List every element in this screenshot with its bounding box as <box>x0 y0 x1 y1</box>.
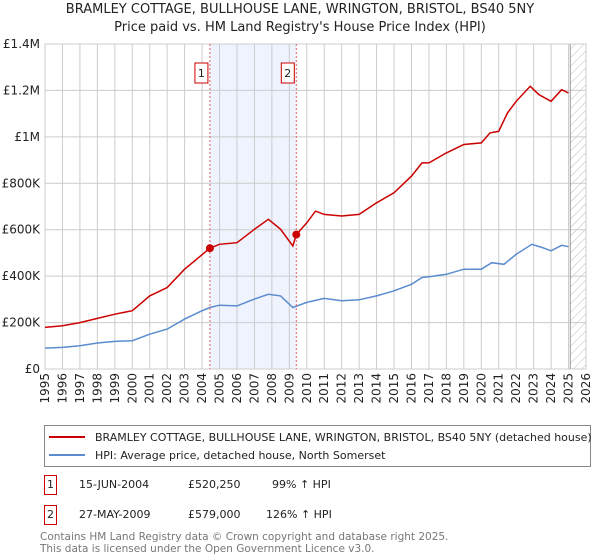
legend-label-hpi: HPI: Average price, detached house, Nort… <box>95 448 386 462</box>
legend-label-property: BRAMLEY COTTAGE, BULLHOUSE LANE, WRINGTO… <box>95 430 592 444</box>
legend-item-property: BRAMLEY COTTAGE, BULLHOUSE LANE, WRINGTO… <box>45 429 592 445</box>
footer-licence: This data is licensed under the Open Gov… <box>40 543 375 555</box>
y-tick-label: £800K <box>2 176 42 190</box>
y-tick-label: £1M <box>14 130 40 144</box>
x-tick-label: 2016 <box>404 373 418 404</box>
transaction-price: £520,250 <box>188 478 241 491</box>
x-tick-label: 1995 <box>38 373 52 404</box>
y-tick-label: £0 <box>25 362 40 376</box>
y-tick-label: £1.4M <box>3 37 40 51</box>
transaction-price: £579,000 <box>188 508 241 521</box>
x-tick-label: 2023 <box>527 373 541 404</box>
x-tick-label: 2017 <box>422 373 436 404</box>
x-tick-label: 2005 <box>213 373 227 404</box>
x-tick-label: 2021 <box>492 373 506 404</box>
x-tick-label: 1999 <box>108 373 122 404</box>
x-tick-label: 2019 <box>457 373 471 404</box>
x-tick-label: 2018 <box>439 373 453 404</box>
legend-item-hpi: HPI: Average price, detached house, Nort… <box>45 447 385 463</box>
x-tick-label: 2004 <box>195 373 209 404</box>
plot-frame <box>44 43 587 370</box>
x-tick-label: 2001 <box>143 373 157 404</box>
chart-subtitle: Price paid vs. HM Land Registry's House … <box>114 20 486 35</box>
x-tick-label: 2022 <box>509 373 523 404</box>
x-tick-label: 2009 <box>282 373 296 404</box>
transaction-badge: 1 <box>44 475 57 495</box>
x-tick-label: 2011 <box>317 373 331 404</box>
x-tick-label: 1998 <box>90 373 104 404</box>
x-tick-label: 2024 <box>544 373 558 404</box>
y-tick-label: £400K <box>2 269 42 283</box>
x-tick-label: 2008 <box>265 373 279 404</box>
x-tick-label: 1996 <box>55 373 69 404</box>
series-line-property <box>44 85 569 329</box>
sale-label: 1 <box>198 67 205 80</box>
y-tick-label: £600K <box>2 223 42 237</box>
x-tick-label: 2013 <box>352 373 366 404</box>
series-line-hpi <box>44 243 569 349</box>
x-tick-label: 2007 <box>247 373 261 404</box>
y-tick-label: £200K <box>2 316 42 330</box>
x-tick-label: 1997 <box>73 373 87 404</box>
transaction-hpi: 99% ↑ HPI <box>272 478 331 491</box>
x-tick-label: 2015 <box>387 373 401 404</box>
legend-swatch-property <box>49 436 85 438</box>
chart-title: BRAMLEY COTTAGE, BULLHOUSE LANE, WRINGTO… <box>65 2 535 17</box>
x-tick-label: 2000 <box>125 373 139 404</box>
x-tick-label: 2020 <box>474 373 488 404</box>
x-tick-label: 2025 <box>562 373 576 404</box>
x-tick-label: 2002 <box>160 373 174 404</box>
transaction-hpi: 126% ↑ HPI <box>266 508 332 521</box>
sale-point <box>205 244 214 253</box>
x-tick-label: 2012 <box>335 373 349 404</box>
x-tick-label: 2014 <box>370 373 384 404</box>
footer-copyright: Contains HM Land Registry data © Crown c… <box>40 531 449 543</box>
y-tick-label: £1.2M <box>3 83 40 97</box>
sale-point <box>292 230 301 239</box>
sale-label-box <box>194 62 209 84</box>
legend: BRAMLEY COTTAGE, BULLHOUSE LANE, WRINGTO… <box>44 425 592 467</box>
footer: Contains HM Land Registry data © Crown c… <box>40 531 448 555</box>
transaction-date: 15-JUN-2004 <box>79 478 150 491</box>
x-tick-label: 2026 <box>579 373 593 404</box>
transaction-date: 27-MAY-2009 <box>79 508 151 521</box>
forecast-hatch <box>570 44 586 369</box>
x-tick-label: 2003 <box>178 373 192 404</box>
sale-period-shading <box>209 44 297 369</box>
x-tick-label: 2006 <box>230 373 244 404</box>
legend-swatch-hpi <box>49 454 85 456</box>
sale-label: 2 <box>284 67 291 80</box>
transaction-badge: 2 <box>44 505 57 525</box>
sale-label-box <box>280 62 295 84</box>
x-tick-label: 2010 <box>300 373 314 404</box>
